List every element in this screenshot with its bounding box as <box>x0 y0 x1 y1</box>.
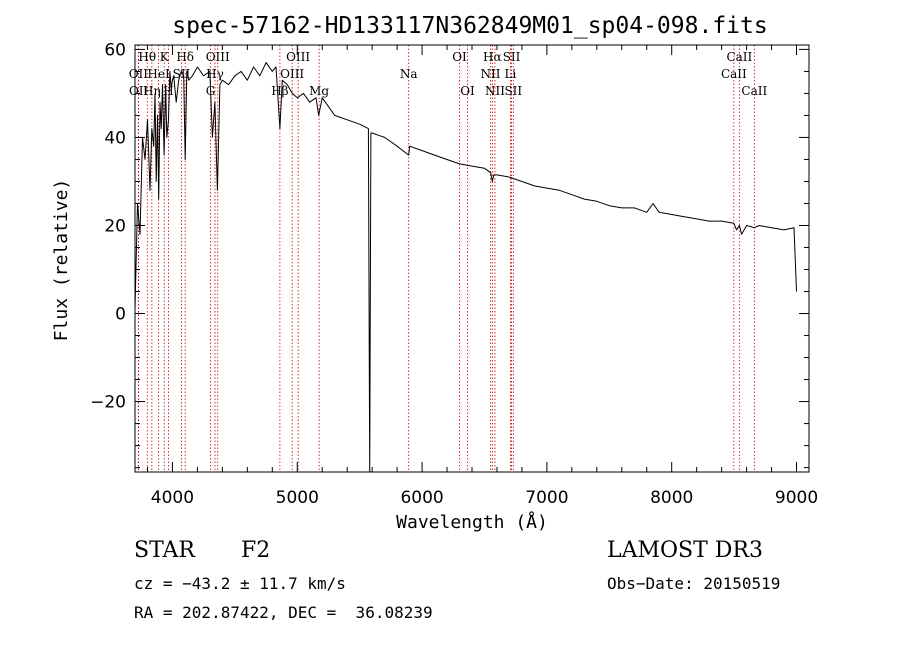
spectral-line-markers <box>137 45 755 472</box>
line-marker-label: Hγ <box>206 67 224 81</box>
line-marker-label: OIII <box>286 50 310 64</box>
line-marker-label: Na <box>400 67 418 81</box>
y-tick-label: 60 <box>104 40 126 60</box>
y-tick-label: 0 <box>115 305 126 325</box>
y-tick-label: −20 <box>90 393 126 413</box>
survey-name: LAMOST DR3 <box>607 538 763 563</box>
x-tick-label: 5000 <box>276 488 319 508</box>
line-marker-label: H <box>163 84 173 98</box>
y-axis-label: Flux (relative) <box>51 179 72 342</box>
flux-line <box>134 62 797 473</box>
line-marker-label: OII <box>129 67 149 81</box>
x-tick-label: 9000 <box>775 488 818 508</box>
line-marker-label: Hβ <box>271 84 288 98</box>
redshift-velocity: cz = −43.2 ± 11.7 km/s <box>134 574 346 593</box>
line-marker-label: Hθ <box>138 50 156 64</box>
x-tick-label: 6000 <box>400 488 443 508</box>
line-marker-label: OIII <box>280 67 304 81</box>
line-marker-label: SII <box>503 50 521 64</box>
y-tick-label: 40 <box>104 128 126 148</box>
observation-date: Obs−Date: 20150519 <box>607 574 781 593</box>
plot-frame <box>134 44 810 473</box>
line-marker-label: CaII <box>721 67 747 81</box>
x-tick-label: 7000 <box>525 488 568 508</box>
line-marker-label: Li <box>505 67 517 81</box>
line-marker-label: CaII <box>741 84 767 98</box>
chart-title: spec-57162-HD133117N362849M01_sp04-098.f… <box>172 13 767 39</box>
line-marker-label: NII <box>485 84 505 98</box>
line-marker-label: SII <box>504 84 522 98</box>
x-axis-label: Wavelength (Å) <box>396 511 548 533</box>
line-marker-label: K <box>160 50 170 64</box>
line-marker-label: Hδ <box>176 50 194 64</box>
line-marker-label: Hα <box>483 50 502 64</box>
x-axis: 4000 5000 6000 7000 8000 9000 <box>146 45 818 508</box>
x-tick-label: 4000 <box>151 488 194 508</box>
line-marker-label: OIII <box>206 50 230 64</box>
line-marker-label: SII <box>173 67 191 81</box>
line-marker-label: Hη <box>143 84 161 98</box>
object-class: STAR <box>134 538 195 563</box>
line-marker-label: HeI <box>147 67 170 81</box>
flux-series <box>134 62 797 473</box>
line-marker-label: OII <box>129 84 149 98</box>
line-marker-label: Mg <box>309 84 329 98</box>
y-axis: −20 0 20 40 60 <box>90 40 809 469</box>
coordinates: RA = 202.87422, DEC = 36.08239 <box>134 603 433 622</box>
line-marker-label: OI <box>452 50 467 64</box>
subclass: F2 <box>241 538 271 563</box>
line-marker-label: CaII <box>726 50 752 64</box>
y-tick-label: 20 <box>104 216 126 236</box>
line-marker-label: OI <box>460 84 475 98</box>
line-marker-label: NII <box>480 67 500 81</box>
x-tick-label: 8000 <box>650 488 693 508</box>
